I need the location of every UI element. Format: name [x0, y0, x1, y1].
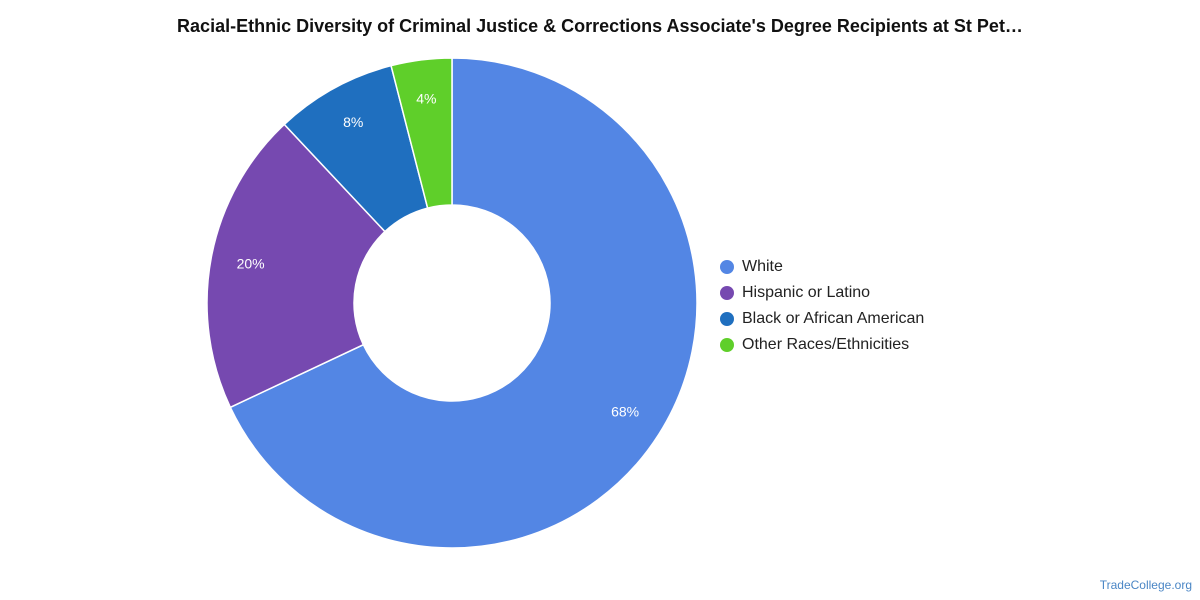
slice-white[interactable] [229, 57, 698, 549]
legend-item[interactable]: Black or African American [720, 306, 924, 332]
slice-other-races-ethnicities[interactable] [390, 57, 453, 209]
slice-label: 68% [611, 404, 639, 420]
legend-swatch-icon [720, 286, 734, 300]
source-link[interactable]: TradeCollege.org [1099, 578, 1192, 592]
legend-label: White [742, 258, 783, 275]
legend-swatch-icon [720, 312, 734, 326]
legend-label: Hispanic or Latino [742, 284, 871, 301]
slice-label: 8% [343, 114, 363, 130]
legend-label: Other Races/Ethnicities [742, 336, 910, 353]
slice-hispanic-or-latino[interactable] [206, 123, 386, 409]
legend-item[interactable]: Other Races/Ethnicities [720, 332, 924, 358]
slice-label: 20% [237, 255, 265, 271]
legend-item[interactable]: White [720, 254, 924, 280]
legend: White Hispanic or Latino Black or African … [720, 254, 924, 358]
legend-swatch-icon [720, 260, 734, 274]
legend-swatch-icon [720, 338, 734, 352]
chart-title: Racial-Ethnic Diversity of Criminal Just… [177, 16, 1023, 36]
legend-label: Black or African American [742, 310, 925, 327]
legend-item[interactable]: Hispanic or Latino [720, 280, 924, 306]
slice-label: 4% [416, 90, 436, 106]
